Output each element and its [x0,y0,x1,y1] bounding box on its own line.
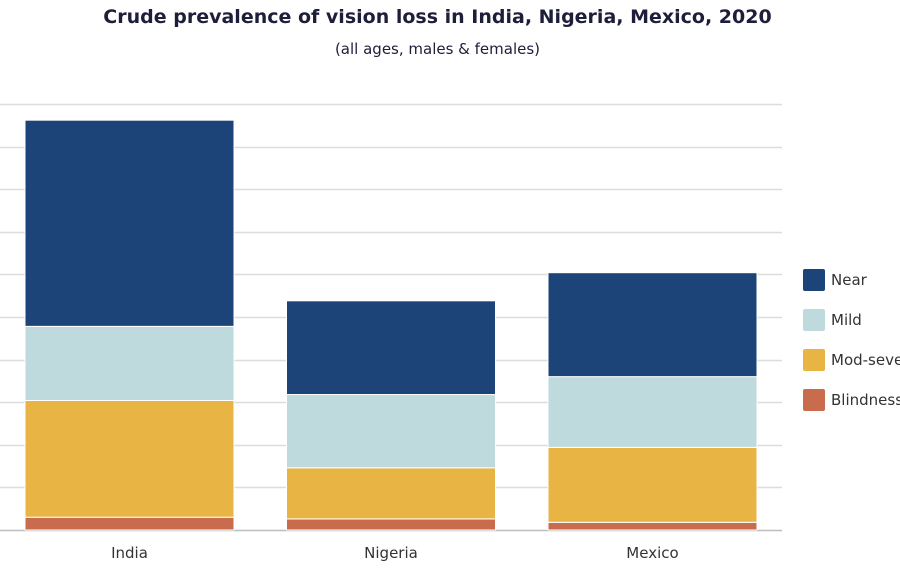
legend-swatch-mild [803,309,825,331]
legend-label: Mild [831,311,862,329]
legend: Near Mild Mod-severe Blindness [803,268,900,428]
bar-segment-mexico-blindness[interactable] [547,521,758,531]
bar-segment-mexico-mild[interactable] [547,376,758,448]
legend-swatch-near [803,269,825,291]
bar-segment-nigeria-mod-severe[interactable] [286,467,496,520]
x-tick-label: Mexico [626,544,678,562]
chart-subtitle: (all ages, males & females) [334,40,541,58]
bar-segment-india-mod-severe[interactable] [24,399,235,518]
legend-item-blindness[interactable]: Blindness [803,388,900,412]
chart-title: Crude prevalence of vision loss in India… [103,6,772,28]
legend-label: Blindness [831,391,900,409]
legend-label: Near [831,271,867,289]
bar-segment-india-near[interactable] [24,119,235,327]
x-axis-labels: India Nigeria Mexico [111,544,679,562]
legend-item-mod-severe[interactable]: Mod-severe [803,348,900,372]
bars [24,119,758,531]
x-tick-label: Nigeria [364,544,418,562]
bar-segment-mexico-near[interactable] [547,272,758,378]
bar-segment-nigeria-near[interactable] [286,300,496,396]
bar-segment-mexico-mod-severe[interactable] [547,446,758,523]
legend-swatch-blindness [803,389,825,411]
x-tick-label: India [111,544,148,562]
stacked-bar-chart: India Nigeria Mexico [0,103,782,562]
bar-segment-india-blindness[interactable] [24,516,235,531]
legend-item-mild[interactable]: Mild [803,308,900,332]
legend-label: Mod-severe [831,351,900,369]
bar-segment-nigeria-mild[interactable] [286,394,496,469]
bar-segment-india-mild[interactable] [24,325,235,401]
legend-item-near[interactable]: Near [803,268,900,292]
legend-swatch-mod-severe [803,349,825,371]
bar-segment-nigeria-blindness[interactable] [286,518,496,531]
